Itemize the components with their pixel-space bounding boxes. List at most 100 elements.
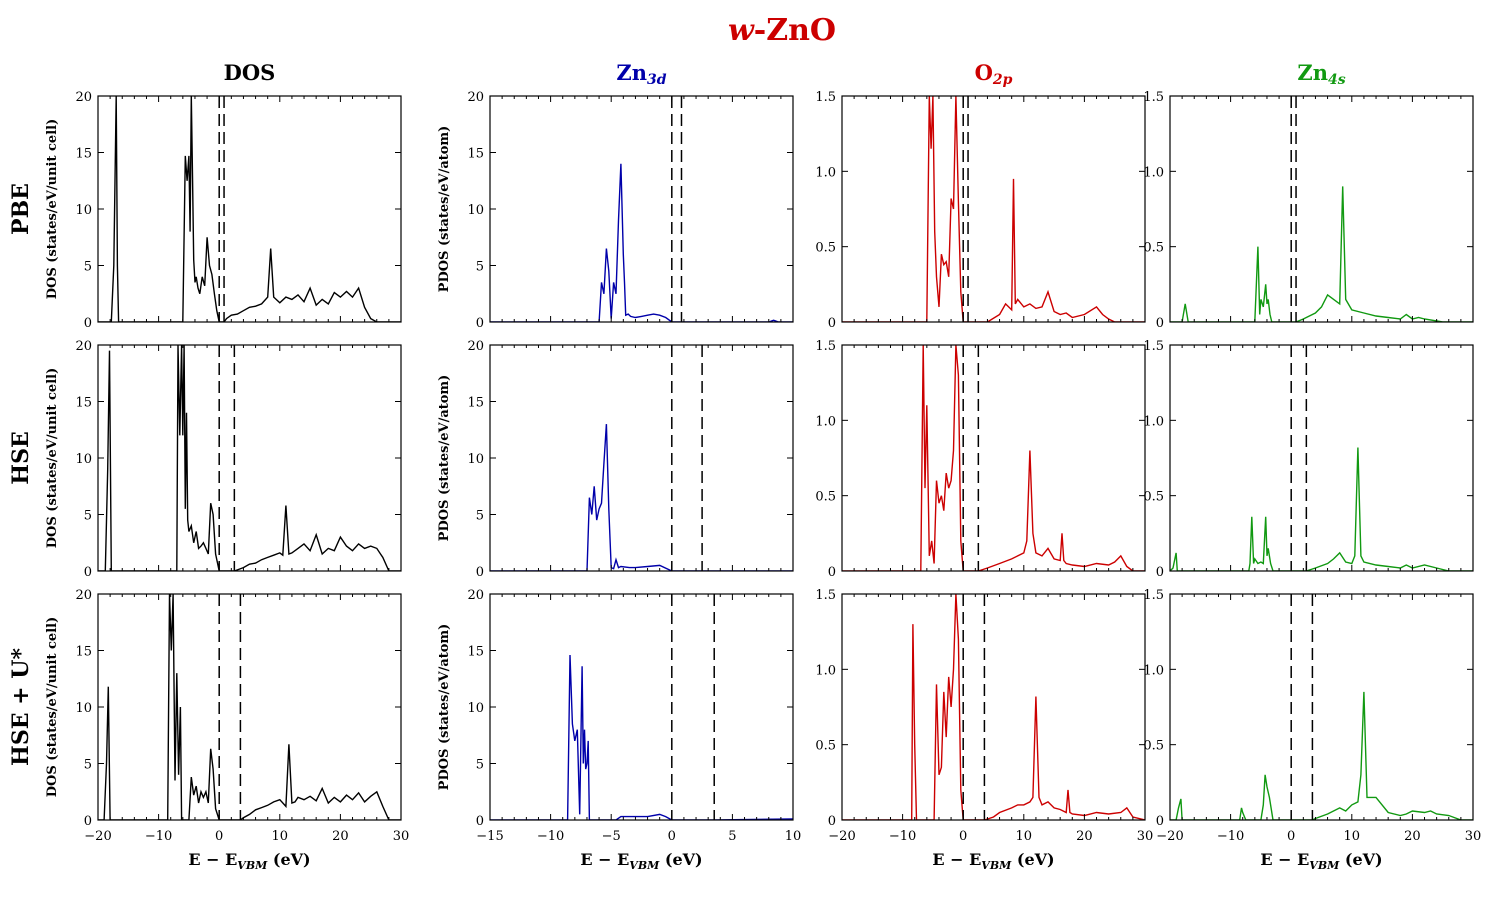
series-line	[1170, 447, 1473, 571]
series-line	[490, 654, 793, 820]
panel-dos-hse: 0 5 10 15 20 DOS (states/eV/unit cell)	[45, 339, 402, 580]
panel-dos-hseu: 0 5 10 15 20 −20 −10 0 10 20 30 E − EVBM (eV) DOS (s…	[45, 588, 409, 872]
y-axis-label: DOS (states/eV/unit cell)	[45, 119, 60, 299]
y-tick-label: 15	[75, 147, 92, 162]
series-line	[842, 594, 1145, 820]
x-tick-label: 30	[1465, 829, 1482, 844]
x-tick-label: −10	[537, 829, 564, 844]
y-tick-label: 15	[467, 147, 484, 162]
panel-frame	[97, 95, 402, 323]
x-tick-label: −10	[145, 829, 172, 844]
panel-frame	[1169, 95, 1474, 323]
column-title-base: O	[975, 60, 993, 85]
x-axis-label-main: E − E	[932, 850, 981, 869]
x-axis-label-subscript: VBM	[237, 859, 268, 872]
x-tick-label: 5	[728, 829, 736, 844]
x-axis-label: E − EVBM (eV)	[932, 850, 1054, 872]
column-title-subscript: 2p	[992, 72, 1013, 88]
y-tick-label: 10	[75, 203, 92, 218]
panel-frame	[841, 593, 1146, 821]
panel-o2p-hseu: 0 0.5 1.0 1.5 −20 −10 0 10 20 30 E − EVBM (eV)	[815, 588, 1153, 872]
row-label-pbe: PBE	[8, 183, 34, 235]
x-tick-label: −10	[1217, 829, 1244, 844]
x-axis-label: E − EVBM (eV)	[580, 850, 702, 872]
y-tick-label: 5	[84, 509, 92, 524]
column-title-zn3d: Zn3d	[616, 60, 666, 88]
figure-title-suffix: -ZnO	[754, 13, 836, 48]
panel-frame	[97, 344, 402, 572]
y-tick-label: 0	[476, 814, 484, 829]
y-tick-label: 10	[467, 452, 484, 467]
figure-title: w-ZnO	[728, 13, 836, 48]
y-tick-label: 10	[75, 452, 92, 467]
panel-zn4s-pbe: 0 0.5 1.0 1.5	[1143, 90, 1474, 331]
x-axis-label-unit: (eV)	[1011, 850, 1054, 869]
y-tick-label: 10	[467, 203, 484, 218]
x-tick-label: 0	[215, 829, 223, 844]
x-axis-label-main: E − E	[1260, 850, 1309, 869]
y-tick-label: 20	[75, 339, 92, 354]
series-line	[1170, 186, 1473, 322]
x-tick-label: 30	[393, 829, 410, 844]
x-tick-label: −15	[476, 829, 503, 844]
y-tick-label: 1.0	[815, 165, 836, 180]
y-tick-label: 1.5	[1143, 588, 1164, 603]
panel-zn3d-hse: 0 5 10 15 20 PDOS (states/eV/atom)	[437, 339, 794, 580]
panel-zn4s-hse: 0 0.5 1.0 1.5	[1143, 339, 1474, 580]
y-tick-label: 0.5	[1143, 241, 1164, 256]
panel-zn3d-hseu: 0 5 10 15 20 −15 −10 −5 0 5 10 E − EVBM (eV) PDOS (s…	[437, 588, 801, 872]
x-tick-label: 30	[1137, 829, 1154, 844]
series-line	[490, 424, 793, 571]
panel-frame	[489, 344, 794, 572]
y-axis-label: PDOS (states/eV/atom)	[437, 624, 452, 791]
panel-frame	[1169, 593, 1474, 821]
x-axis-label-unit: (eV)	[267, 850, 310, 869]
x-axis-label-main: E − E	[188, 850, 237, 869]
figure-title-prefix: w	[728, 13, 755, 48]
x-axis-label-subscript: VBM	[629, 859, 660, 872]
y-tick-label: 0.5	[815, 739, 836, 754]
y-tick-label: 5	[84, 758, 92, 773]
y-tick-label: 0	[84, 565, 92, 580]
y-tick-label: 1.5	[815, 90, 836, 105]
y-axis-label: DOS (states/eV/unit cell)	[45, 368, 60, 548]
x-tick-label: 10	[1344, 829, 1361, 844]
y-tick-label: 0.5	[815, 241, 836, 256]
y-tick-label: 20	[467, 339, 484, 354]
panel-zn3d-pbe: 0 5 10 15 20 PDOS (states/eV/atom)	[437, 90, 794, 331]
panel-frame	[489, 593, 794, 821]
panel-zn4s-hseu: 0 0.5 1.0 1.5 −20 −10 0 10 20 30 E − EVBM (eV)	[1143, 588, 1481, 872]
y-axis-label: PDOS (states/eV/atom)	[437, 375, 452, 542]
y-tick-label: 0.5	[1143, 490, 1164, 505]
y-tick-label: 0.5	[815, 490, 836, 505]
x-tick-label: −20	[84, 829, 111, 844]
y-tick-label: 10	[467, 701, 484, 716]
y-tick-label: 5	[476, 509, 484, 524]
y-tick-label: 1.0	[815, 663, 836, 678]
series-line	[1170, 691, 1473, 820]
y-tick-label: 0.5	[1143, 739, 1164, 754]
y-tick-label: 1.0	[1143, 663, 1164, 678]
y-tick-label: 1.0	[1143, 165, 1164, 180]
x-axis-label-subscript: VBM	[1309, 859, 1340, 872]
column-title-base: Zn	[1297, 60, 1328, 85]
panel-o2p-pbe: 0 0.5 1.0 1.5	[815, 90, 1146, 331]
row-label-hse: HSE	[8, 431, 34, 484]
panel-frame	[841, 95, 1146, 323]
series-line	[98, 594, 401, 820]
x-axis-label-main: E − E	[580, 850, 629, 869]
x-tick-label: 10	[785, 829, 802, 844]
y-tick-label: 15	[75, 645, 92, 660]
x-tick-label: 10	[1016, 829, 1033, 844]
x-axis-label: E − EVBM (eV)	[1260, 850, 1382, 872]
x-tick-label: −5	[602, 829, 621, 844]
series-line	[842, 96, 1145, 322]
y-tick-label: 1.0	[815, 414, 836, 429]
x-tick-label: 0	[668, 829, 676, 844]
y-tick-label: 5	[476, 260, 484, 275]
x-axis-label: E − EVBM (eV)	[188, 850, 310, 872]
y-tick-label: 20	[467, 90, 484, 105]
column-title-base: DOS	[224, 60, 276, 85]
